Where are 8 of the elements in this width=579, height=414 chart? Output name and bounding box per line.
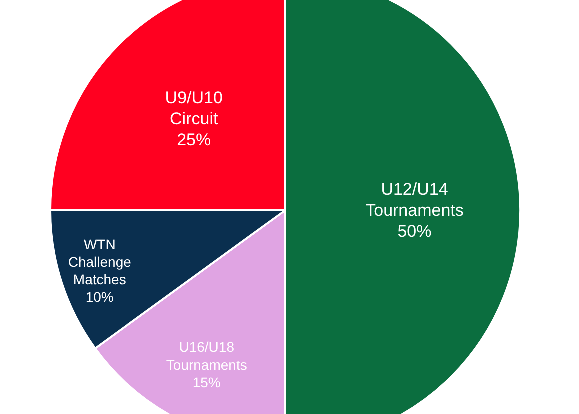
slice-label: U12/U14 Tournaments xyxy=(366,180,464,220)
data-label: 50% xyxy=(398,222,432,241)
slice-label: U16/U18 Tournaments xyxy=(166,339,248,373)
data-label: 15% xyxy=(192,374,221,390)
data-label: 10% xyxy=(86,289,114,306)
slice-label: WTN Challenge Matches xyxy=(68,236,132,288)
slice-label: U9/U10 Circuit xyxy=(165,88,223,129)
data-label: 25% xyxy=(177,130,212,150)
